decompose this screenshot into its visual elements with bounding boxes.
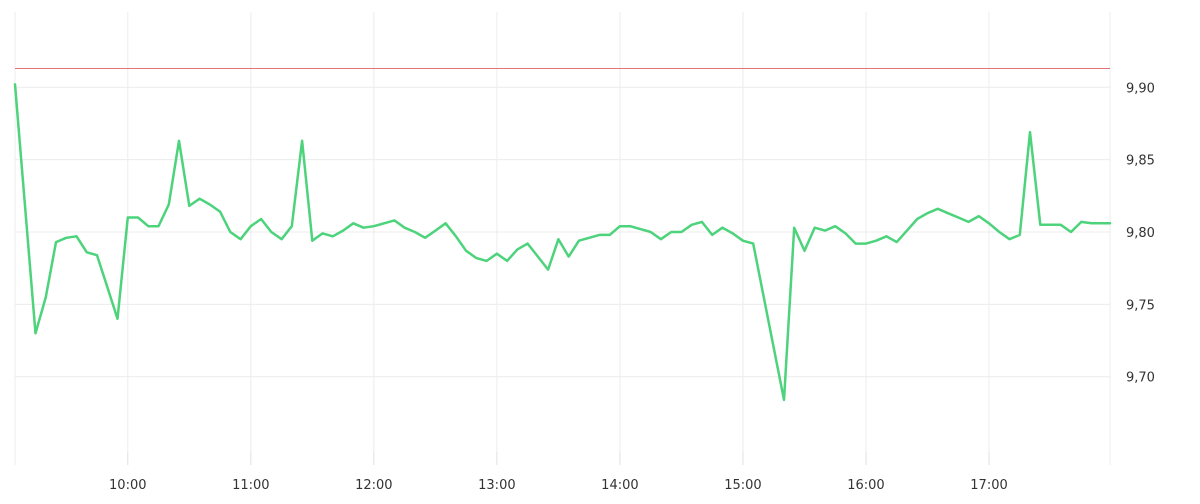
x-tick-label: 13:00 <box>478 478 515 493</box>
series-line <box>13 83 1112 402</box>
y-tick-label: 9,90 <box>1126 81 1155 96</box>
x-tick-label: 17:00 <box>970 478 1007 493</box>
y-tick-label: 9,70 <box>1126 371 1155 386</box>
y-tick-label: 9,85 <box>1126 154 1155 169</box>
x-tick-label: 11:00 <box>232 478 269 493</box>
axis-layer <box>15 67 1110 465</box>
x-tick-label: 16:00 <box>847 478 884 493</box>
y-tick-label: 9,80 <box>1126 226 1155 241</box>
y-tick-label: 9,75 <box>1126 298 1155 313</box>
tick-label-layer: 10:00 11:00 12:00 13:00 14:00 15:00 16:00 17:00… <box>109 81 1155 493</box>
grid-layer <box>14 12 1111 465</box>
x-tick-label: 14:00 <box>601 478 638 493</box>
x-tick-label: 10:00 <box>109 478 146 493</box>
series-layer <box>13 83 1112 402</box>
x-tick-label: 12:00 <box>355 478 392 493</box>
x-tick-label: 15:00 <box>724 478 761 493</box>
